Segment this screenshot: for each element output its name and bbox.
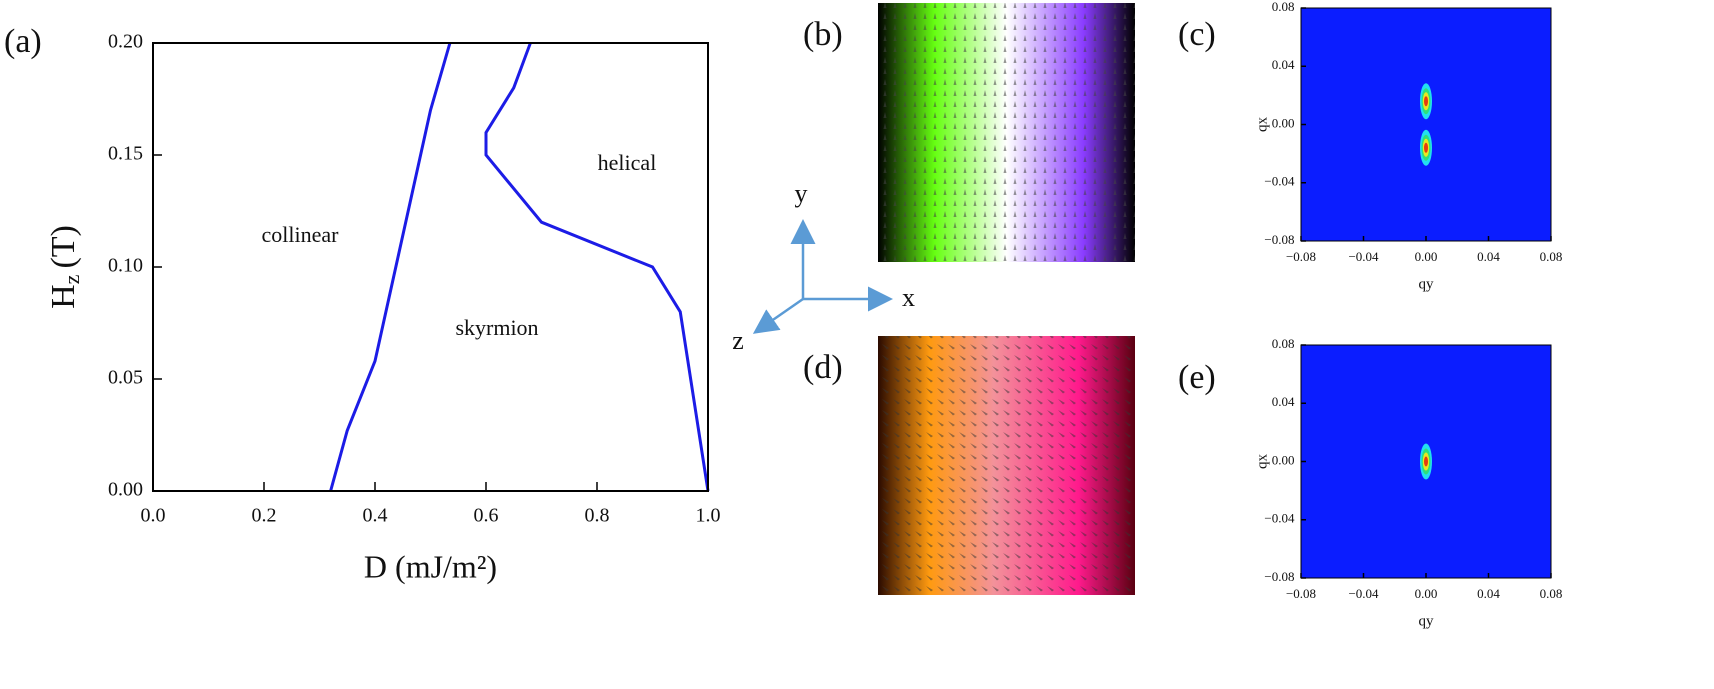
y-axis-label: qx [1254, 454, 1270, 470]
y-tick-label: −0.08 [1264, 232, 1294, 247]
x-tick-label: 0.0 [141, 505, 166, 527]
y-tick-label: 0.05 [108, 367, 143, 389]
triad-y: y [795, 179, 808, 208]
x-axis-label: qy [1419, 276, 1435, 292]
y-tick-label: 0.08 [1272, 0, 1295, 14]
peak [1420, 443, 1432, 480]
x-tick-label: −0.04 [1348, 586, 1379, 601]
x-axis-label: qy [1419, 613, 1435, 629]
triad-x: x [902, 283, 915, 312]
x-tick-label: 0.2 [252, 505, 277, 527]
x-tick-label: 0.4 [363, 505, 388, 527]
panel-label: (d) [803, 349, 843, 386]
y-label-main: H [45, 284, 82, 309]
axis-triad [752, 219, 893, 334]
x-axis-label: D (mJ/m²) [364, 548, 497, 584]
x-tick-label: −0.04 [1348, 249, 1379, 264]
plot-frame [1300, 344, 1552, 579]
y-axis-label: qx [1254, 117, 1270, 133]
x-tick-label: 0.04 [1477, 586, 1500, 601]
y-tick-label: 0.10 [108, 255, 143, 277]
y-tick-label: −0.08 [1264, 569, 1294, 584]
panel-d-image [878, 336, 1135, 595]
x-tick-label: 0.00 [1415, 586, 1438, 601]
panel-label: (e) [1178, 359, 1216, 396]
peak [1420, 129, 1432, 166]
x-tick-label: 0.00 [1415, 249, 1438, 264]
y-tick-label: 0.04 [1272, 57, 1295, 72]
region-label: helical [598, 150, 657, 175]
y-tick-label: 0.00 [1272, 452, 1295, 467]
y-tick-label: −0.04 [1264, 174, 1295, 189]
y-tick-label: −0.04 [1264, 511, 1295, 526]
y-axis-label: Hz (T) [45, 225, 84, 309]
y-tick-label: 0.04 [1272, 394, 1295, 409]
panel-label: (a) [4, 23, 42, 60]
boundary-line [484, 42, 710, 492]
x-tick-label: 1.0 [696, 505, 721, 527]
peak-contour [1424, 456, 1428, 467]
plot-background [1301, 8, 1551, 241]
y-tick-label: 0.08 [1272, 336, 1295, 351]
panel-b-image [878, 3, 1135, 262]
boundary-line [329, 42, 452, 492]
panel-label: (b) [803, 16, 843, 53]
y-label-unit: (T) [45, 225, 82, 268]
region-label: skyrmion [455, 315, 538, 340]
x-tick-label: 0.6 [474, 505, 499, 527]
y-tick-label: 0.00 [108, 479, 143, 501]
y-tick-label: 0.15 [108, 143, 143, 165]
peak-contour [1424, 142, 1428, 153]
panel-label: (c) [1178, 16, 1216, 53]
x-tick-label: 0.8 [585, 505, 610, 527]
x-tick-label: 0.04 [1477, 249, 1500, 264]
triad-z: z [732, 326, 744, 355]
peak [1420, 83, 1432, 120]
plot-frame [1300, 7, 1552, 242]
x-tick-label: 0.08 [1540, 249, 1563, 264]
y-tick-label: 0.20 [108, 31, 143, 53]
plot-frame [152, 42, 709, 492]
y-label-sub: z [59, 274, 84, 284]
peak-contour [1424, 96, 1428, 107]
x-tick-label: −0.08 [1286, 249, 1316, 264]
x-tick-label: −0.08 [1286, 586, 1316, 601]
y-tick-label: 0.00 [1272, 115, 1295, 130]
region-label: collinear [262, 222, 340, 247]
x-tick-label: 0.08 [1540, 586, 1563, 601]
